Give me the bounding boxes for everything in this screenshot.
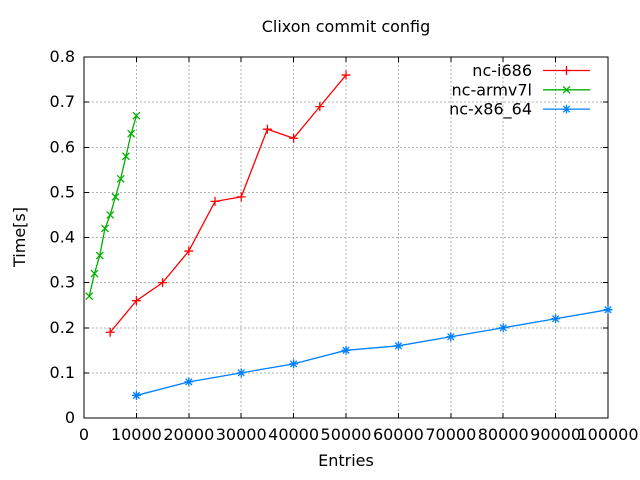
y-tick-label: 0.4 xyxy=(50,228,75,247)
x-tick-label: 30000 xyxy=(216,425,267,444)
series-markers-nc-i686 xyxy=(105,70,351,337)
series-line-nc-i686 xyxy=(109,74,347,333)
y-tick-label: 0 xyxy=(65,408,75,427)
legend-entry-nc-x86_64: nc-x86_64 xyxy=(449,100,590,120)
y-tick-label: 0.7 xyxy=(50,92,75,111)
series-markers-nc-armv7l xyxy=(85,111,141,301)
x-tick-label: 20000 xyxy=(163,425,214,444)
x-tick-label: 50000 xyxy=(321,425,372,444)
x-tick-label: 70000 xyxy=(425,425,476,444)
series-markers-nc-x86_64 xyxy=(131,305,613,400)
data-series xyxy=(85,70,613,400)
gridlines xyxy=(84,57,608,418)
chart-title: Clixon commit config xyxy=(262,17,431,36)
y-tick-label: 0.3 xyxy=(50,273,75,292)
legend-entry-nc-i686: nc-i686 xyxy=(472,61,590,80)
y-tick-label: 0.6 xyxy=(50,137,75,156)
y-axis-label: Time[s] xyxy=(10,207,29,268)
y-tick-label: 0.1 xyxy=(50,363,75,382)
series-line-nc-x86_64 xyxy=(136,309,609,397)
legend-label: nc-armv7l xyxy=(452,80,533,99)
x-axis-label: Entries xyxy=(318,451,374,470)
y-tick-label: 0.2 xyxy=(50,318,75,337)
plot-border xyxy=(83,56,609,419)
legend-marker-asterisk xyxy=(562,104,571,114)
x-tick-label: 60000 xyxy=(373,425,424,444)
legend-label: nc-i686 xyxy=(472,61,532,80)
legend-marker-cross xyxy=(562,85,571,94)
x-tick-label: 0 xyxy=(79,425,89,444)
series-line-nc-armv7l xyxy=(88,115,138,297)
x-tick-label: 40000 xyxy=(268,425,319,444)
legend-marker-plus xyxy=(562,66,571,75)
legend-label: nc-x86_64 xyxy=(449,100,532,120)
x-tick-label: 90000 xyxy=(530,425,581,444)
tick-labels: 0 10000 20000 30000 40000 50000 60000 70000 8000… xyxy=(50,47,639,444)
x-tick-label: 80000 xyxy=(478,425,529,444)
x-tick-label: 100000 xyxy=(577,425,638,444)
x-tick-label: 10000 xyxy=(111,425,162,444)
y-tick-label: 0.5 xyxy=(50,182,75,201)
legend-entry-nc-armv7l: nc-armv7l xyxy=(452,80,590,99)
y-tick-label: 0.8 xyxy=(50,47,75,66)
